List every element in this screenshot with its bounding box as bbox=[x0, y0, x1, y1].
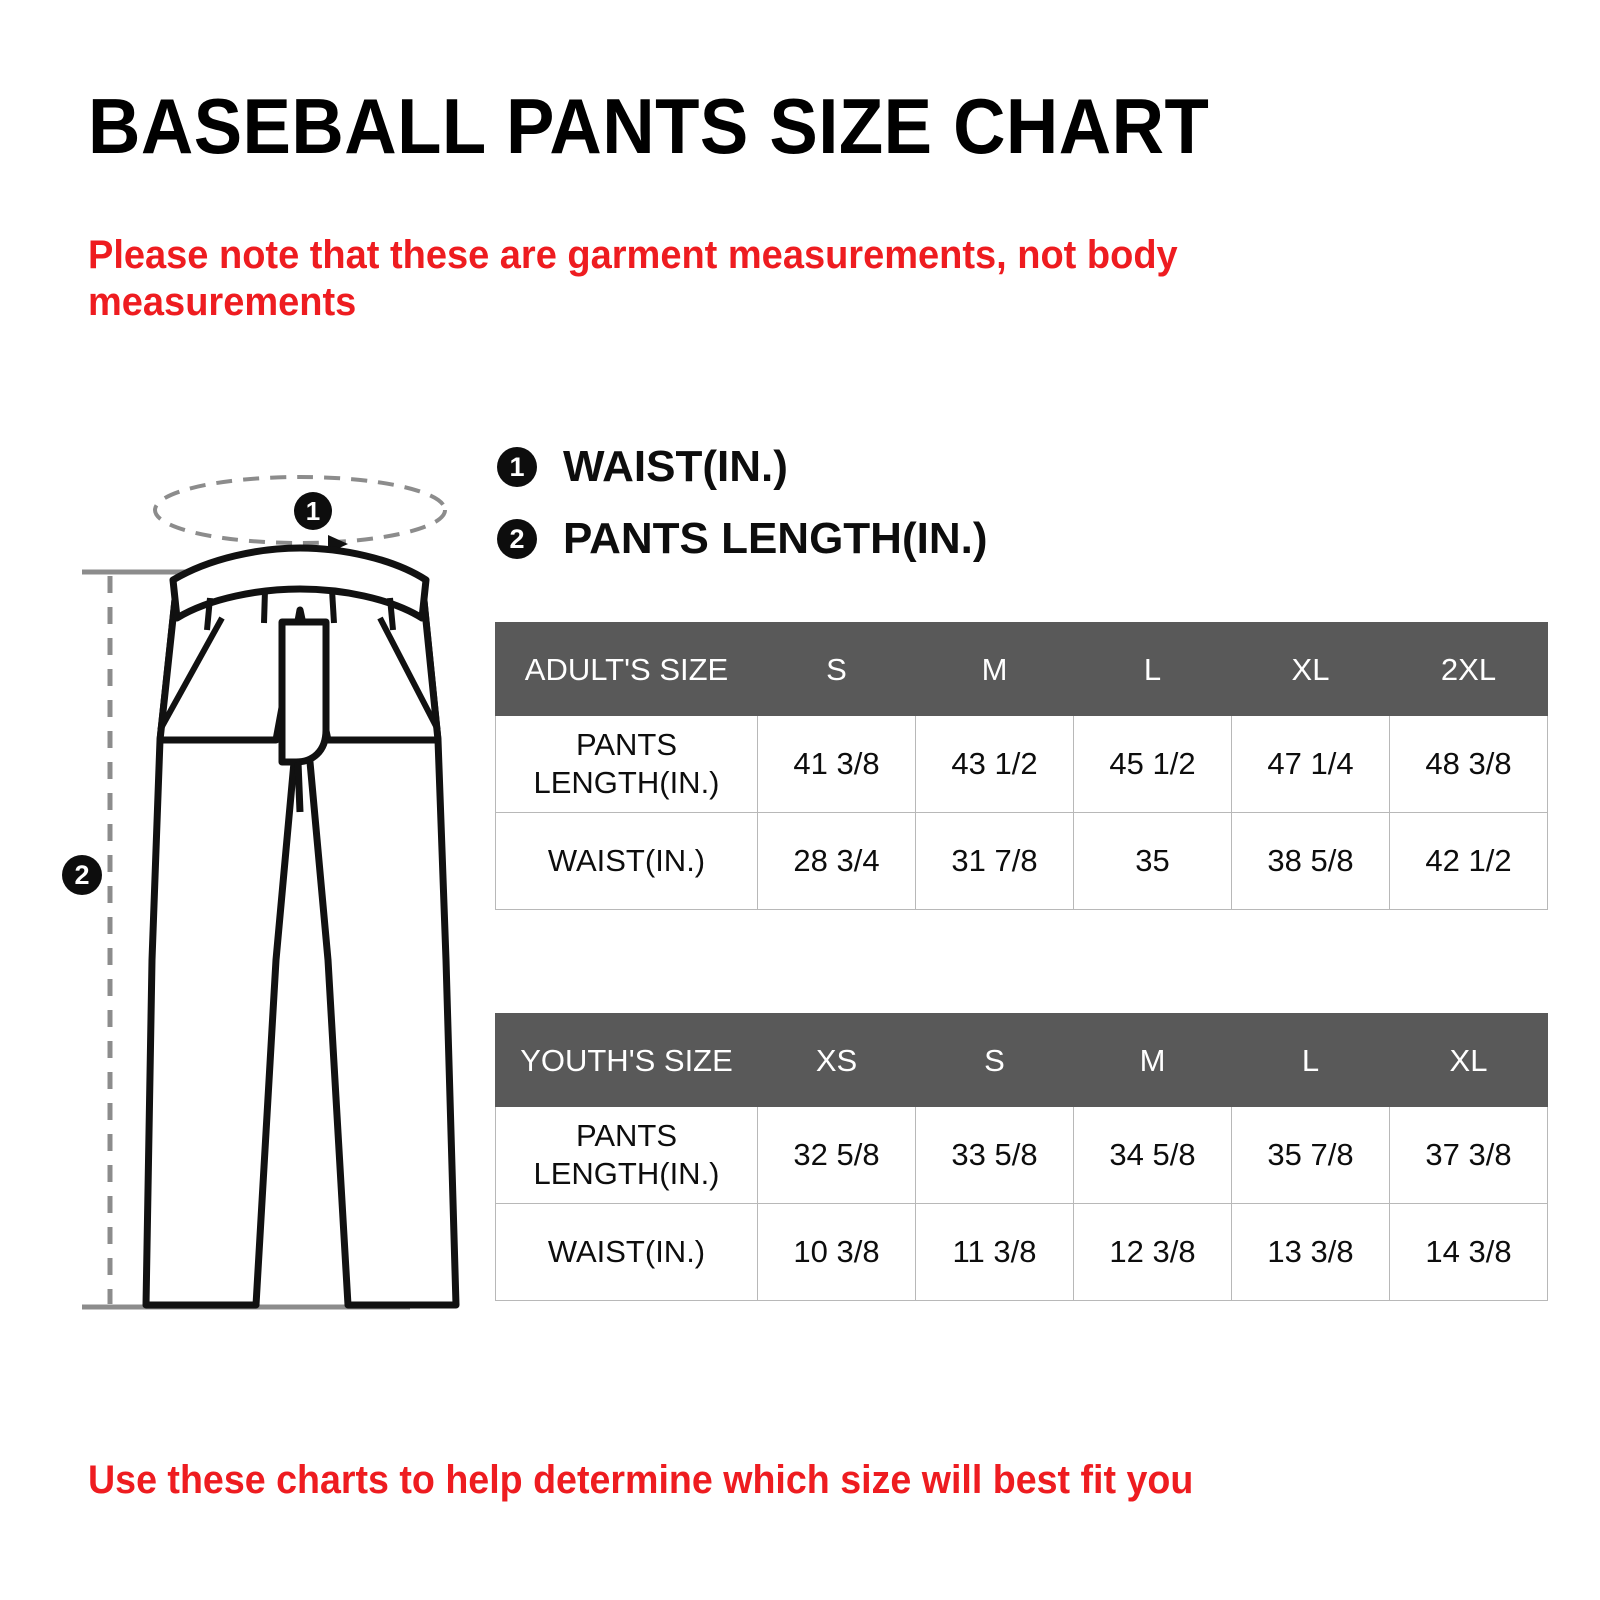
youth-waist-xs: 10 3/8 bbox=[757, 1203, 916, 1301]
youth-pants-length-xl: 37 3/8 bbox=[1389, 1106, 1548, 1204]
page-title: BASEBALL PANTS SIZE CHART bbox=[88, 82, 1210, 170]
adult-waist-s: 28 3/4 bbox=[757, 812, 916, 910]
legend-label-waist: WAIST(IN.) bbox=[563, 442, 788, 491]
measurement-legend: 1 WAIST(IN.) 2 PANTS LENGTH(IN.) bbox=[497, 437, 988, 581]
baseball-pants-illustration: 1 bbox=[60, 440, 500, 1340]
youth-pants-length-l: 35 7/8 bbox=[1231, 1106, 1390, 1204]
adult-waist-xl: 38 5/8 bbox=[1231, 812, 1390, 910]
adult-size-col-s: S bbox=[757, 622, 916, 716]
adult-size-col-l: L bbox=[1073, 622, 1232, 716]
legend-label-pants-length: PANTS LENGTH(IN.) bbox=[563, 514, 988, 563]
pants-diagram-svg bbox=[82, 475, 460, 1310]
adult-pants-length-l: 45 1/2 bbox=[1073, 715, 1232, 813]
youth-pants-length-label: PANTS LENGTH(IN.) bbox=[495, 1106, 758, 1204]
belt-loop-right-icon bbox=[387, 597, 396, 631]
youth-size-table: YOUTH'S SIZE XS S M L XL PANTS LENGTH(IN… bbox=[495, 1013, 1548, 1301]
adult-waist-l: 35 bbox=[1073, 812, 1232, 910]
adult-size-table: ADULT'S SIZE S M L XL 2XL PANTS LENGTH(I… bbox=[495, 622, 1548, 910]
youth-pants-length-m: 34 5/8 bbox=[1073, 1106, 1232, 1204]
youth-waist-label: WAIST(IN.) bbox=[495, 1203, 758, 1301]
pants-crotch-seam-icon bbox=[294, 761, 304, 813]
table-row: PANTS LENGTH(IN.) 32 5/8 33 5/8 34 5/8 3… bbox=[495, 1106, 1548, 1204]
belt-loop-center-left-icon bbox=[261, 589, 268, 624]
table-row: WAIST(IN.) 28 3/4 31 7/8 35 38 5/8 42 1/… bbox=[495, 812, 1548, 910]
youth-waist-l: 13 3/8 bbox=[1231, 1203, 1390, 1301]
adult-pants-length-2xl: 48 3/8 bbox=[1389, 715, 1548, 813]
youth-size-col-l: L bbox=[1231, 1013, 1390, 1107]
youth-waist-s: 11 3/8 bbox=[915, 1203, 1074, 1301]
adult-table-header-row: ADULT'S SIZE S M L XL 2XL bbox=[495, 622, 1548, 716]
pants-pocket-right-icon bbox=[377, 616, 441, 732]
adult-waist-m: 31 7/8 bbox=[915, 812, 1074, 910]
circled-number-2-icon: 2 bbox=[497, 519, 537, 559]
waist-loop-dashed-ellipse-icon bbox=[153, 475, 447, 545]
illustration-marker-2-icon: 2 bbox=[62, 855, 102, 895]
youth-size-col-xl: XL bbox=[1389, 1013, 1548, 1107]
youth-size-col-xs: XS bbox=[757, 1013, 916, 1107]
belt-loop-center-right-icon bbox=[329, 589, 337, 624]
youth-waist-xl: 14 3/8 bbox=[1389, 1203, 1548, 1301]
adult-waist-2xl: 42 1/2 bbox=[1389, 812, 1548, 910]
adult-pants-length-m: 43 1/2 bbox=[915, 715, 1074, 813]
adult-waist-label: WAIST(IN.) bbox=[495, 812, 758, 910]
adult-pants-length-label: PANTS LENGTH(IN.) bbox=[495, 715, 758, 813]
belt-loop-left-icon bbox=[204, 597, 213, 631]
adult-pants-length-s: 41 3/8 bbox=[757, 715, 916, 813]
adult-size-col-2xl: 2XL bbox=[1389, 622, 1548, 716]
table-row: PANTS LENGTH(IN.) 41 3/8 43 1/2 45 1/2 4… bbox=[495, 715, 1548, 813]
youth-waist-m: 12 3/8 bbox=[1073, 1203, 1232, 1301]
circled-number-1-icon: 1 bbox=[497, 447, 537, 487]
youth-pants-length-xs: 32 5/8 bbox=[757, 1106, 916, 1204]
adult-pants-length-xl: 47 1/4 bbox=[1231, 715, 1390, 813]
pants-pocket-left-icon bbox=[157, 616, 225, 732]
legend-item-waist: 1 WAIST(IN.) bbox=[497, 437, 988, 497]
youth-table-header-row: YOUTH'S SIZE XS S M L XL bbox=[495, 1013, 1548, 1107]
pants-waistband-outline bbox=[169, 544, 430, 622]
adult-size-header: ADULT'S SIZE bbox=[495, 622, 758, 716]
youth-size-col-m: M bbox=[1073, 1013, 1232, 1107]
measurement-note: Please note that these are garment measu… bbox=[88, 233, 1178, 324]
illustration-marker-1-icon: 1 bbox=[294, 492, 332, 530]
footer-note: Use these charts to help determine which… bbox=[88, 1458, 1194, 1502]
pants-fly-placket-icon bbox=[278, 618, 330, 766]
legend-item-pants-length: 2 PANTS LENGTH(IN.) bbox=[497, 509, 988, 569]
adult-size-col-xl: XL bbox=[1231, 622, 1390, 716]
youth-size-header: YOUTH'S SIZE bbox=[495, 1013, 758, 1107]
table-row: WAIST(IN.) 10 3/8 11 3/8 12 3/8 13 3/8 1… bbox=[495, 1203, 1548, 1301]
adult-size-col-m: M bbox=[915, 622, 1074, 716]
youth-size-col-s: S bbox=[915, 1013, 1074, 1107]
youth-pants-length-s: 33 5/8 bbox=[915, 1106, 1074, 1204]
